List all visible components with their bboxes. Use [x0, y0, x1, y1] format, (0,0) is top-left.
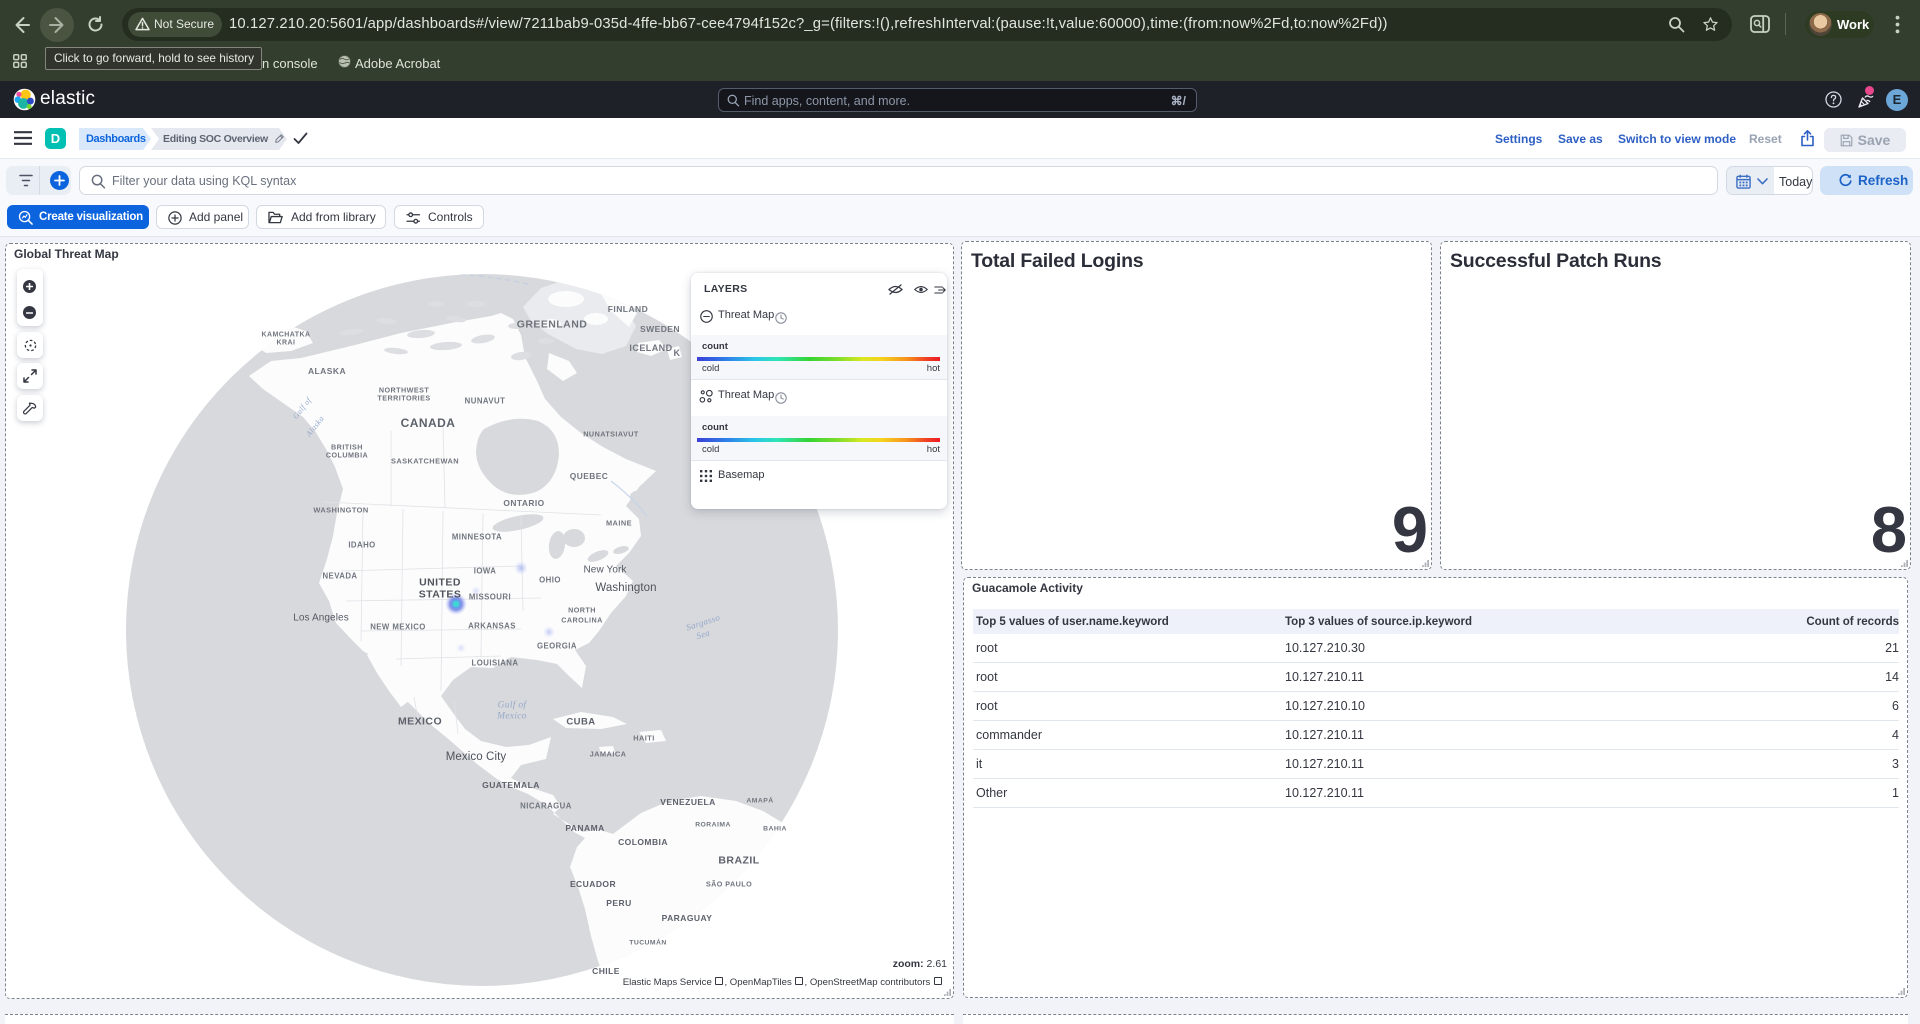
svg-text:K: K — [674, 348, 681, 358]
svg-text:QUEBEC: QUEBEC — [570, 471, 609, 481]
svg-text:KAMCHATKA: KAMCHATKA — [261, 331, 310, 338]
svg-text:Los Angeles: Los Angeles — [293, 613, 349, 624]
svg-text:UNITED: UNITED — [419, 577, 461, 589]
svg-text:TERRITORIES: TERRITORIES — [377, 394, 430, 403]
svg-text:NORTH: NORTH — [568, 606, 596, 615]
svg-text:ONTARIO: ONTARIO — [503, 498, 544, 508]
svg-text:STATES: STATES — [419, 589, 462, 601]
svg-text:Mexico: Mexico — [496, 711, 527, 721]
svg-text:MEXICO: MEXICO — [398, 716, 442, 728]
svg-text:ICELAND: ICELAND — [629, 343, 672, 353]
svg-text:NORTHWEST: NORTHWEST — [379, 386, 430, 395]
svg-text:VENEZUELA: VENEZUELA — [660, 797, 716, 807]
svg-text:BRITISH: BRITISH — [331, 443, 363, 452]
svg-text:JAMAICA: JAMAICA — [590, 750, 627, 759]
svg-text:Gulf of: Gulf of — [498, 699, 528, 710]
svg-text:Mexico City: Mexico City — [446, 751, 507, 763]
svg-text:COLUMBIA: COLUMBIA — [326, 451, 368, 460]
svg-text:SWEDEN: SWEDEN — [640, 324, 680, 334]
svg-text:FINLAND: FINLAND — [608, 304, 648, 314]
svg-text:New York: New York — [583, 565, 627, 576]
svg-text:MAINE: MAINE — [606, 519, 632, 528]
svg-text:NUNAVUT: NUNAVUT — [465, 397, 506, 406]
svg-text:PARAGUAY: PARAGUAY — [662, 913, 713, 923]
svg-text:COLOMBIA: COLOMBIA — [618, 837, 668, 847]
svg-text:TUCUMÁN: TUCUMÁN — [629, 937, 667, 946]
svg-text:IOWA: IOWA — [474, 567, 497, 576]
svg-text:CANADA: CANADA — [401, 416, 456, 430]
svg-text:NICARAGUA: NICARAGUA — [520, 802, 572, 811]
svg-text:BRAZIL: BRAZIL — [718, 855, 759, 867]
svg-text:AMAPÁ: AMAPÁ — [746, 795, 773, 804]
svg-text:NUNATSIAVUT: NUNATSIAVUT — [583, 430, 639, 439]
svg-text:CUBA: CUBA — [566, 716, 595, 727]
svg-text:HAITI: HAITI — [633, 734, 655, 743]
svg-text:BAHIA: BAHIA — [763, 825, 787, 832]
svg-text:SASKATCHEWAN: SASKATCHEWAN — [391, 457, 459, 466]
svg-text:MISSOURI: MISSOURI — [469, 593, 511, 602]
svg-text:ARKANSAS: ARKANSAS — [468, 622, 516, 631]
svg-text:LOUISIANA: LOUISIANA — [472, 659, 519, 668]
svg-text:WASHINGTON: WASHINGTON — [313, 506, 368, 515]
svg-text:ALASKA: ALASKA — [308, 366, 346, 376]
svg-text:CAROLINA: CAROLINA — [561, 616, 603, 625]
svg-text:ECUADOR: ECUADOR — [570, 879, 616, 889]
svg-text:NEW MEXICO: NEW MEXICO — [370, 623, 426, 632]
svg-text:GUATEMALA: GUATEMALA — [482, 780, 540, 790]
svg-text:NEVADA: NEVADA — [322, 572, 357, 581]
svg-text:PANAMA: PANAMA — [565, 823, 604, 833]
svg-text:KRAI: KRAI — [277, 339, 296, 346]
svg-text:Washington: Washington — [595, 582, 656, 594]
svg-text:SÃO PAULO: SÃO PAULO — [706, 880, 752, 889]
svg-text:CHILE: CHILE — [592, 966, 620, 976]
svg-text:GREENLAND: GREENLAND — [517, 319, 588, 331]
svg-text:Sea: Sea — [695, 627, 711, 641]
svg-text:GEORGIA: GEORGIA — [537, 642, 577, 651]
svg-text:MINNESOTA: MINNESOTA — [452, 533, 502, 542]
svg-text:IDAHO: IDAHO — [348, 541, 375, 550]
svg-text:PERU: PERU — [606, 898, 631, 908]
svg-text:OHIO: OHIO — [539, 576, 561, 585]
svg-text:RORAIMA: RORAIMA — [695, 821, 731, 828]
